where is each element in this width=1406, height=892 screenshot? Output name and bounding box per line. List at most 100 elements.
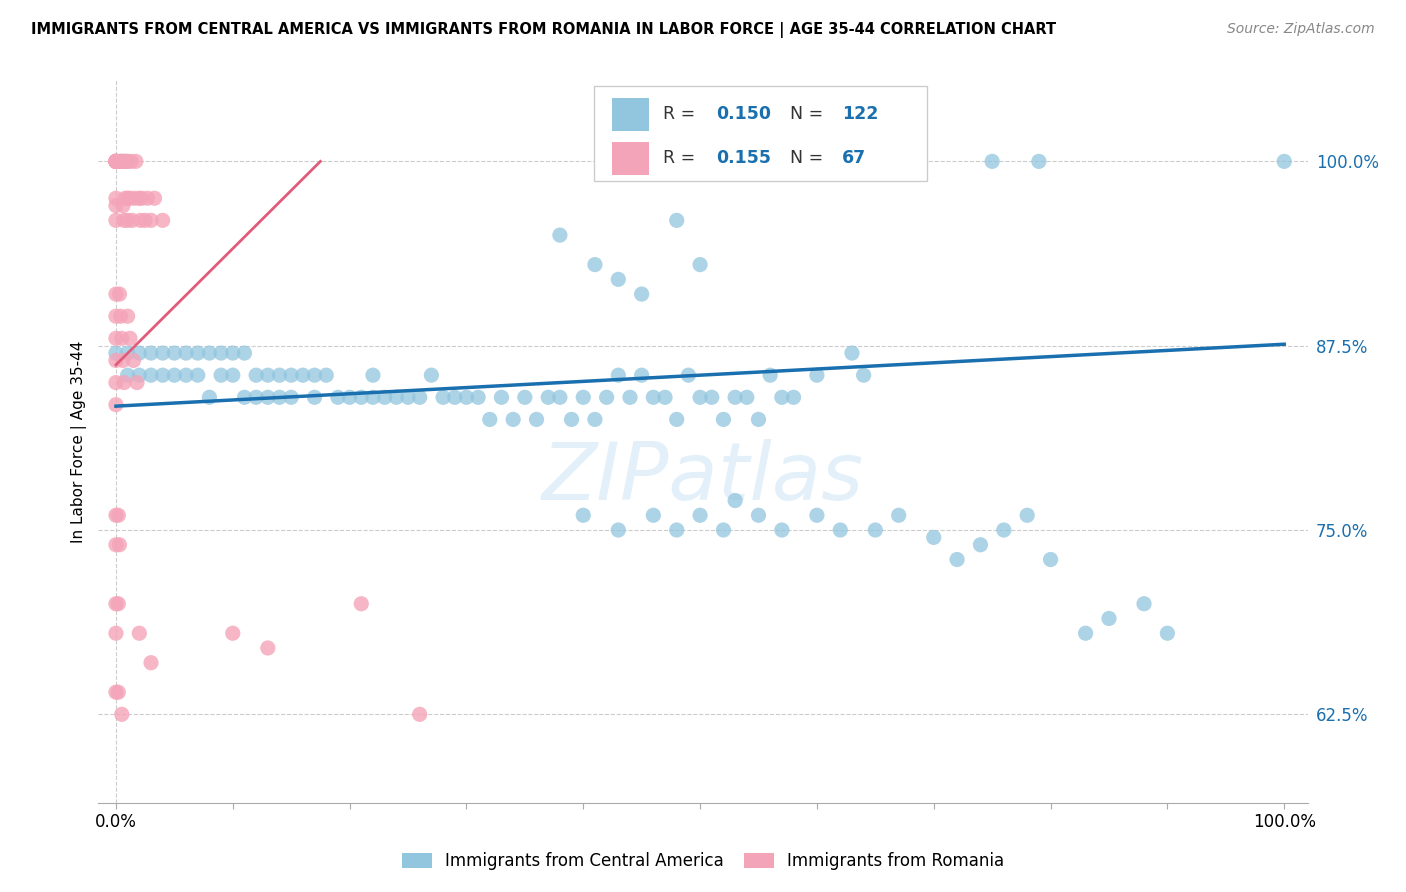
Text: R =: R = xyxy=(664,150,700,168)
Point xyxy=(735,390,758,404)
Point xyxy=(111,331,134,345)
Point xyxy=(665,213,688,227)
Point xyxy=(315,368,337,383)
Point xyxy=(104,154,127,169)
Point xyxy=(104,346,127,360)
Text: Source: ZipAtlas.com: Source: ZipAtlas.com xyxy=(1227,22,1375,37)
Point xyxy=(111,707,134,722)
Point xyxy=(865,523,887,537)
Point xyxy=(654,390,676,404)
Point xyxy=(420,368,443,383)
Point xyxy=(339,390,361,404)
Point xyxy=(112,376,135,390)
Point xyxy=(747,508,769,523)
Point xyxy=(724,493,747,508)
Point xyxy=(108,154,131,169)
Point xyxy=(198,390,221,404)
Point xyxy=(187,346,209,360)
Point xyxy=(689,390,711,404)
Point xyxy=(513,390,536,404)
Point xyxy=(806,368,828,383)
Point xyxy=(583,258,606,272)
Point xyxy=(152,368,174,383)
Point xyxy=(548,390,571,404)
FancyBboxPatch shape xyxy=(595,86,927,181)
Point xyxy=(256,640,278,655)
Point xyxy=(121,213,143,227)
Point xyxy=(245,368,267,383)
Y-axis label: In Labor Force | Age 35-44: In Labor Force | Age 35-44 xyxy=(72,341,87,542)
Point xyxy=(350,390,373,404)
Point xyxy=(1272,154,1295,169)
Point xyxy=(128,368,150,383)
Point xyxy=(124,191,146,205)
Point xyxy=(139,346,162,360)
Point xyxy=(1098,611,1121,625)
Point xyxy=(478,412,501,426)
Point xyxy=(104,376,127,390)
Point xyxy=(689,508,711,523)
Point xyxy=(111,154,134,169)
Point xyxy=(678,368,700,383)
Point xyxy=(125,154,148,169)
Point xyxy=(583,412,606,426)
Point xyxy=(104,685,127,699)
Point xyxy=(104,199,127,213)
Point xyxy=(108,287,131,301)
Point xyxy=(409,390,432,404)
Point xyxy=(104,154,127,169)
Point xyxy=(104,154,127,169)
Point xyxy=(163,368,186,383)
Point xyxy=(782,154,804,169)
Point xyxy=(163,346,186,360)
Point xyxy=(456,390,478,404)
Point xyxy=(120,154,142,169)
Point xyxy=(118,191,141,205)
Point xyxy=(643,390,665,404)
Point xyxy=(502,412,524,426)
Point xyxy=(700,390,723,404)
Point xyxy=(830,523,852,537)
Point xyxy=(630,368,652,383)
Point xyxy=(782,390,804,404)
Point xyxy=(187,368,209,383)
Point xyxy=(304,368,326,383)
Point xyxy=(131,191,153,205)
Point xyxy=(361,368,384,383)
Legend: Immigrants from Central America, Immigrants from Romania: Immigrants from Central America, Immigra… xyxy=(395,846,1011,877)
Point xyxy=(747,412,769,426)
Point xyxy=(128,346,150,360)
Point xyxy=(993,523,1015,537)
Point xyxy=(104,213,127,227)
Point xyxy=(104,398,127,412)
Point xyxy=(117,213,139,227)
Point xyxy=(139,213,162,227)
Point xyxy=(607,523,630,537)
Point xyxy=(572,390,595,404)
Point xyxy=(104,331,127,345)
Point xyxy=(852,368,875,383)
Point xyxy=(111,199,134,213)
Point xyxy=(222,626,245,640)
Point xyxy=(922,530,945,544)
Point xyxy=(117,154,139,169)
Point xyxy=(114,191,136,205)
Point xyxy=(969,538,991,552)
Text: 67: 67 xyxy=(842,150,866,168)
Text: R =: R = xyxy=(664,105,700,123)
Point xyxy=(269,390,291,404)
Point xyxy=(724,390,747,404)
Point xyxy=(548,228,571,243)
Point xyxy=(174,346,197,360)
Point xyxy=(280,368,302,383)
Text: 122: 122 xyxy=(842,105,879,123)
Point xyxy=(110,154,132,169)
Point xyxy=(374,390,396,404)
Point xyxy=(222,368,245,383)
Point xyxy=(665,412,688,426)
Point xyxy=(209,346,232,360)
Point xyxy=(108,538,131,552)
Point xyxy=(269,368,291,383)
Point xyxy=(443,390,465,404)
Point xyxy=(104,287,127,301)
